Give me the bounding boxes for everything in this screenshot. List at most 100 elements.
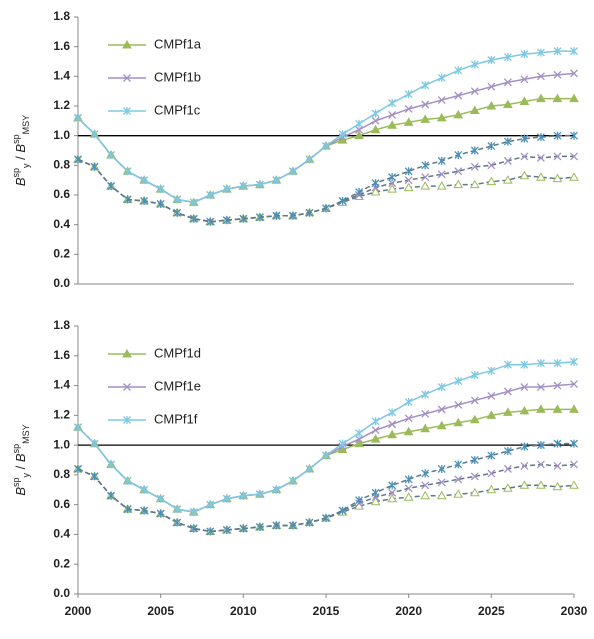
data-point <box>487 161 496 170</box>
data-point <box>421 173 430 182</box>
data-point <box>437 405 446 414</box>
marker-stroke <box>570 69 578 78</box>
marker-stroke <box>355 125 364 134</box>
marker-triangle <box>420 423 431 433</box>
marker-stroke <box>520 461 529 470</box>
data-point <box>454 91 463 100</box>
marker-triangle <box>469 179 480 189</box>
data-point <box>206 217 215 226</box>
x-tick-label: 2020 <box>395 604 422 618</box>
marker-triangle <box>387 493 397 503</box>
data-point <box>173 208 182 217</box>
legend-marker <box>123 107 131 115</box>
data-point <box>536 480 546 489</box>
data-point <box>536 153 545 162</box>
data-point <box>552 404 563 413</box>
data-point <box>403 426 414 436</box>
marker-triangle <box>387 184 397 193</box>
marker-triangle <box>552 173 563 183</box>
marker-stroke <box>520 152 529 161</box>
data-point <box>470 60 479 69</box>
data-point <box>173 518 182 527</box>
marker-stroke <box>503 156 512 165</box>
data-point <box>288 167 297 176</box>
data-point <box>536 383 545 392</box>
data-point <box>189 214 198 223</box>
data-point <box>173 195 182 204</box>
marker-triangle <box>370 187 381 196</box>
data-point <box>255 180 264 189</box>
data-point <box>206 527 215 536</box>
data-point <box>454 167 463 176</box>
marker-triangle <box>486 484 497 494</box>
y-tick-label: 0.2 <box>53 556 70 570</box>
data-point <box>553 70 562 79</box>
data-point <box>552 173 563 183</box>
marker-triangle <box>453 417 464 427</box>
data-point <box>454 150 463 159</box>
data-point <box>570 47 578 56</box>
legend-marker <box>123 416 131 424</box>
data-point <box>436 490 447 500</box>
data-point <box>388 99 397 108</box>
data-point <box>570 357 578 366</box>
data-point <box>239 524 248 533</box>
data-point <box>519 96 530 106</box>
data-point <box>421 390 430 399</box>
data-point <box>487 56 496 65</box>
data-point <box>469 414 480 424</box>
marker-stroke <box>371 426 380 435</box>
legend-marker <box>122 348 132 358</box>
data-point <box>74 464 82 473</box>
y-axis-label-part: sp <box>11 444 21 454</box>
data-point <box>123 195 132 204</box>
marker-triangle <box>354 438 364 448</box>
data-point <box>437 156 446 165</box>
data-point <box>569 404 579 413</box>
data-point <box>503 156 512 165</box>
marker-stroke <box>388 179 397 188</box>
series-line <box>77 468 575 533</box>
data-point <box>140 196 149 205</box>
x-tick-label: 2005 <box>147 604 174 618</box>
data-point <box>156 199 165 208</box>
data-point <box>222 525 231 534</box>
x-tick-label: 2000 <box>65 604 92 618</box>
data-point <box>255 213 264 222</box>
marker-triangle <box>552 93 563 103</box>
data-point <box>404 167 413 176</box>
data-point <box>355 429 364 438</box>
y-axis-label-part: B <box>13 453 28 462</box>
marker-stroke <box>388 488 397 497</box>
marker-stroke <box>421 173 430 182</box>
marker-triangle <box>122 39 132 49</box>
x-tick-label: 2025 <box>478 604 505 618</box>
data-point <box>503 175 513 184</box>
y-axis-label: Bspy / BspMSY <box>11 424 31 495</box>
series-line <box>77 408 574 513</box>
data-point <box>90 439 99 448</box>
y-axis-label-part: sp <box>11 477 21 487</box>
data-point <box>503 99 513 109</box>
marker-stroke <box>553 152 562 161</box>
marker-triangle <box>420 181 431 190</box>
data-point <box>470 472 479 481</box>
series-line <box>77 383 575 513</box>
legend-label: CMPf1a <box>154 36 202 51</box>
y-axis-label-part: MSY <box>21 115 31 135</box>
marker-triangle <box>469 105 480 114</box>
data-point <box>370 434 381 443</box>
data-point <box>553 152 562 161</box>
data-point <box>421 100 430 109</box>
series-line <box>77 158 575 223</box>
data-point <box>354 130 364 140</box>
data-point <box>140 485 149 494</box>
data-point <box>355 496 364 505</box>
y-tick-label: 0.8 <box>53 158 70 172</box>
data-point <box>388 173 397 182</box>
y-tick-label: 0.6 <box>53 187 70 201</box>
marker-triangle <box>536 480 546 489</box>
data-point <box>536 404 546 413</box>
data-point <box>469 105 480 114</box>
